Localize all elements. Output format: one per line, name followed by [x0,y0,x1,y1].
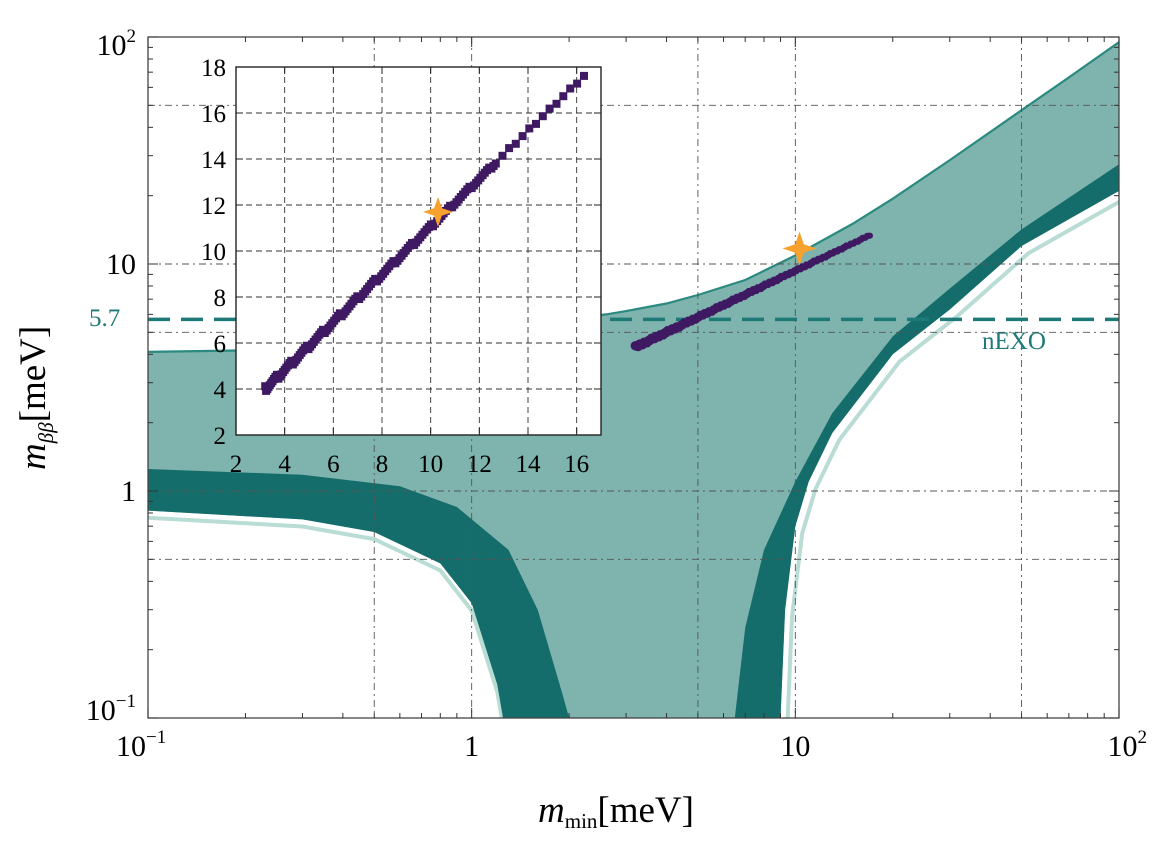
inset-y-tick-label: 2 [214,423,227,450]
x-tick-label: 102 [1108,727,1148,763]
inset-point [491,159,500,168]
inset-benchmark-star [423,196,453,227]
dark-band-left [148,469,570,718]
inset-x-tick-label: 14 [516,451,542,478]
y-tick-label: 10 [106,248,136,281]
inset-x-tick-label: 4 [278,451,291,478]
inset-y-tick-label: 8 [214,285,227,312]
inset-y-tick-label: 14 [201,147,227,174]
inset-point [532,119,540,128]
inset-plot: 2 4 6 8 10 12 14 16 2 4 6 8 10 12 14 16 18 [201,55,602,478]
x-tick-label: 10 [780,730,810,763]
inset-tick-labels: 2 4 6 8 10 12 14 16 2 4 6 8 10 12 14 16 18 [201,55,589,478]
inset-x-tick-label: 8 [376,451,389,478]
inset-y-tick-label: 4 [214,377,227,404]
faint-edge-right [785,199,1119,718]
inset-ticks [235,66,601,436]
x-tick-label: 10−1 [116,727,166,763]
inset-point [545,104,554,113]
inset-y-tick-label: 10 [201,239,226,266]
inset-point [505,144,514,153]
y-tick-label: 10−1 [86,691,136,727]
y-tick-label: 102 [97,26,137,62]
inset-y-tick-label: 6 [214,331,227,358]
inset-x-tick-label: 12 [467,451,492,478]
inset-y-tick-label: 12 [201,193,226,220]
inset-point [498,151,507,160]
inset-point [518,132,527,141]
dark-band-right [734,164,1119,718]
scatter-point [866,232,874,239]
inset-point [566,84,575,93]
reference-line-label: nEXO [982,328,1046,355]
inset-point [580,71,588,80]
main-ticks [147,36,1120,719]
inset-y-tick-label: 18 [201,55,226,82]
inset-point [525,124,534,133]
x-axis-label: mmin[meV] [538,790,694,833]
light-band [148,42,1119,718]
inset-x-tick-label: 2 [230,451,243,478]
inset-point [538,112,547,121]
y-axis-label: mββ[meV] [13,326,58,470]
inset-x-tick-label: 6 [327,451,340,478]
main-bands [148,41,1119,718]
y-tick-label: 1 [121,475,136,508]
inset-x-tick-label: 10 [418,451,443,478]
inset-point [559,92,568,101]
inset-point [511,139,520,148]
main-frame [147,36,1120,719]
benchmark-star [782,231,817,266]
faint-edge-left [148,515,504,718]
inset-point [552,99,561,108]
inset-x-tick-label: 16 [564,451,589,478]
inset-y-tick-label: 16 [201,101,226,128]
reference-value-label: 5.7 [89,305,120,332]
x-tick-label: 1 [464,730,479,763]
inset-scatter [261,71,588,395]
main-scatter [630,231,874,352]
inset-point [573,79,582,88]
